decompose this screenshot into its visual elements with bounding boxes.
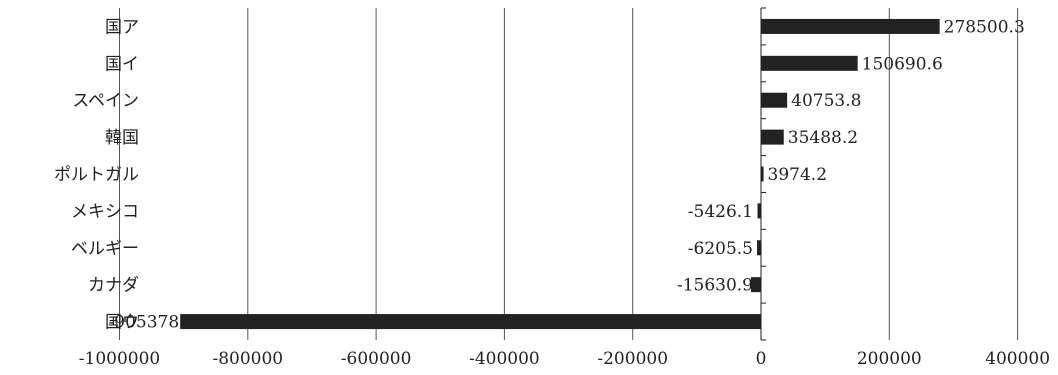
x-tick-label-2: -600000: [341, 349, 412, 369]
category-label-3: 韓国: [105, 128, 139, 148]
bar-6: [757, 240, 761, 256]
bar-5: [757, 203, 761, 219]
data-label-1: 150690.6: [862, 54, 943, 74]
category-label-0: 国ア: [105, 17, 139, 37]
x-tick-label-6: 200000: [857, 349, 922, 369]
category-label-8: 国ウ: [105, 313, 139, 333]
bar-4: [761, 166, 764, 182]
bar-layer: [180, 18, 940, 330]
data-label-6: -6205.5: [688, 239, 753, 259]
axis-layer: [760, 7, 766, 341]
bar-1: [761, 55, 858, 71]
category-label-6: ベルギー: [71, 239, 139, 259]
data-label-7: -15630.9: [677, 276, 753, 296]
category-label-4: ポルトガル: [54, 165, 139, 185]
category-label-1: 国イ: [105, 54, 139, 74]
grid-layer: [119, 8, 1019, 340]
x-tick-label-7: 400000: [985, 349, 1050, 369]
data-label-5: -5426.1: [688, 202, 753, 222]
x-tick-label-1: -800000: [212, 349, 283, 369]
data-label-0: 278500.3: [944, 17, 1025, 37]
data-label-4: 3974.2: [768, 165, 827, 185]
x-tick-label-0: -1000000: [79, 349, 160, 369]
bar-7: [750, 277, 761, 293]
bar-0: [761, 18, 940, 34]
data-label-2: 40753.8: [791, 91, 861, 111]
x-tick-label-5: 0: [756, 349, 767, 369]
category-label-5: メキシコ: [71, 202, 139, 222]
x-tick-label-4: -200000: [597, 349, 668, 369]
data-label-8: -905378: [109, 313, 180, 333]
x-tick-label-3: -400000: [469, 349, 540, 369]
bar-8: [180, 314, 761, 330]
category-label-7: カナダ: [88, 276, 139, 296]
bar-3: [761, 129, 784, 145]
data-label-3: 35488.2: [788, 128, 858, 148]
bar-2: [761, 92, 788, 108]
label-layer: 国ア 278500.3 国イ 150690.6 スペイン 40753.8 韓国 35488.2…: [54, 17, 1050, 369]
category-label-2: スペイン: [72, 91, 139, 111]
